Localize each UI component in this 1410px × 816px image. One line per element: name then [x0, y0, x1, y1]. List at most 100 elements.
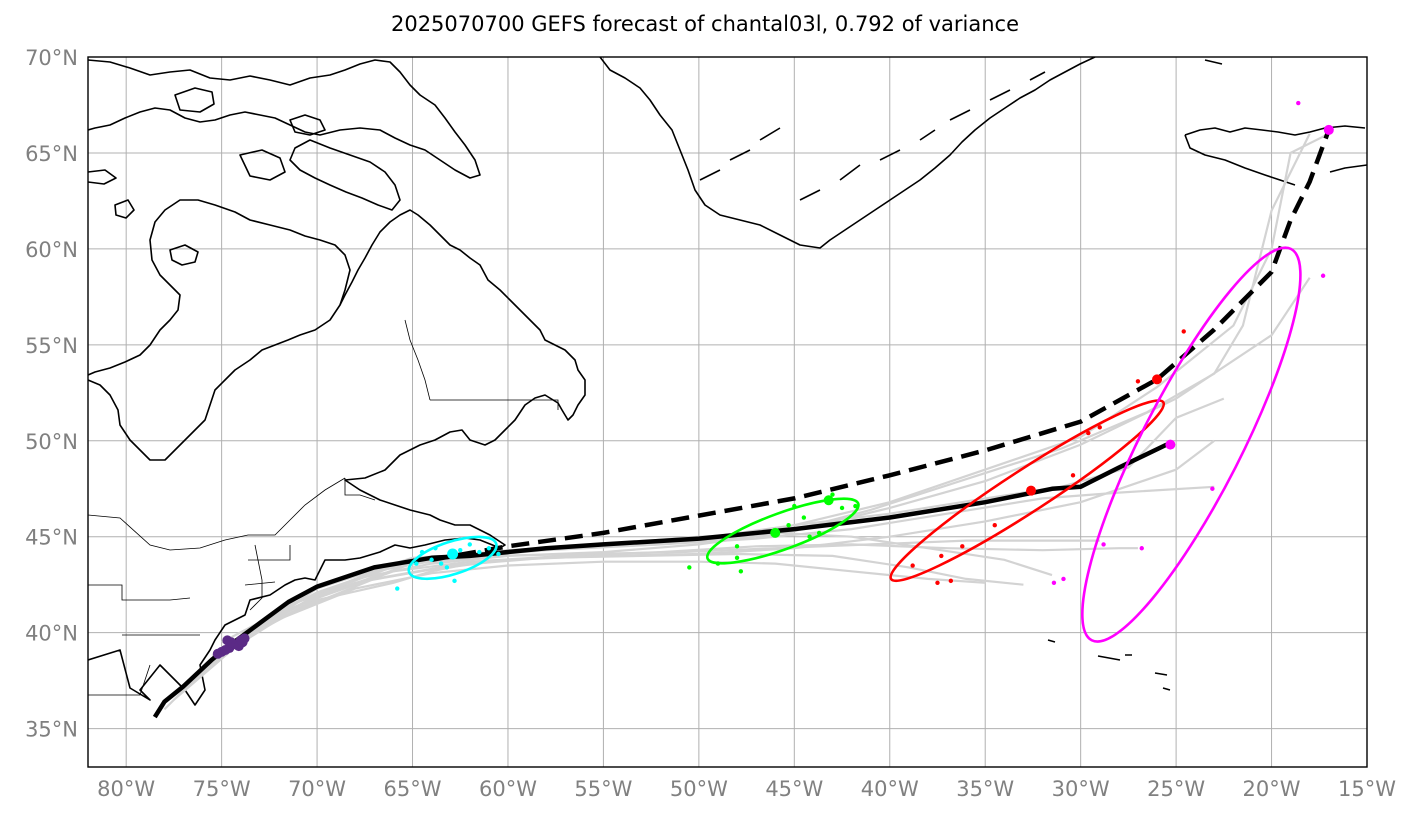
political-borders [88, 319, 559, 696]
greenland-fjords [699, 71, 1046, 201]
red-point-8 [960, 544, 965, 549]
southampton-island [169, 244, 199, 266]
red-point-7 [992, 523, 997, 528]
member-track-0 [163, 132, 1330, 711]
lon-tick-label-2: 70°W [288, 777, 346, 801]
member-track-6 [221, 543, 1138, 653]
lat-tick-label-1: 40°N [25, 622, 78, 646]
red-large-point-3 [1026, 485, 1037, 496]
mode-track-dashed [431, 129, 1331, 563]
purple-point-5 [220, 644, 231, 655]
lat-tick-label-3: 50°N [25, 430, 78, 454]
red-large-point-4 [1152, 374, 1163, 385]
member-positions [212, 100, 1334, 659]
us-canada-border [88, 477, 376, 551]
magenta-large-point-5 [1165, 439, 1176, 450]
lon-tick-label-1: 75°W [193, 777, 251, 801]
lon-tick-label-7: 45°W [765, 777, 823, 801]
red-point-5 [1070, 473, 1076, 478]
longitude-tick-labels: 80°W 75°W 70°W 65°W 60°W 55°W 50°W 45°W 40°W 35°W… [97, 777, 1396, 801]
green-point-9 [687, 565, 692, 570]
mode-track-solid [152, 442, 1168, 719]
member-track-10 [221, 397, 1225, 644]
lat-tick-label-7: 70°N [25, 46, 78, 70]
ensemble-member-tracks [163, 132, 1330, 711]
uncertainty-ellipses [407, 246, 1302, 643]
green-point-7 [715, 561, 721, 566]
azores-islands [1047, 639, 1171, 691]
magenta-point-8 [1051, 580, 1057, 585]
purple-point-6 [212, 648, 223, 659]
cyan-large-point-0 [447, 548, 459, 560]
iceland-coastline [1184, 125, 1366, 186]
island-5 [239, 149, 286, 181]
lon-tick-label-13: 15°W [1338, 777, 1396, 801]
baffin-island [289, 139, 401, 211]
map-title: 2025070700 GEFS forecast of chantal03l, … [390, 12, 1020, 36]
magenta-ellipse [1081, 246, 1302, 643]
green-point-13 [830, 492, 835, 497]
red-point-2 [1135, 379, 1141, 384]
lat-tick-label-2: 45°N [25, 526, 78, 550]
lon-tick-label-0: 80°W [97, 777, 155, 801]
red-point-12 [935, 580, 940, 585]
lat-tick-label-0: 35°N [25, 718, 78, 742]
red-point-4 [1086, 430, 1091, 436]
north-america-coastline [88, 209, 586, 706]
coastlines [88, 57, 1367, 706]
cyan-point-13 [433, 546, 438, 551]
cyan-point-7 [419, 549, 425, 555]
green-point-6 [734, 555, 740, 561]
cyan-ellipse [407, 535, 498, 581]
member-track-11 [230, 558, 490, 644]
purple-point-9 [222, 635, 233, 646]
state-borders [88, 544, 291, 696]
cyan-point-2 [438, 561, 444, 566]
cyan-point-10 [414, 561, 419, 566]
green-point-1 [792, 503, 797, 509]
lon-tick-label-3: 65°W [384, 777, 442, 801]
plot-frame [87, 56, 1368, 768]
cyan-point-6 [444, 565, 450, 570]
green-large-point-1 [770, 527, 781, 538]
magenta-point-1 [1296, 100, 1301, 106]
cyan-point-5 [467, 542, 472, 547]
member-track-7 [211, 552, 1024, 657]
green-point-3 [786, 523, 791, 528]
hudson-bay-shore [88, 199, 351, 461]
magenta-point-4 [1210, 486, 1215, 491]
island-3 [114, 199, 135, 219]
green-point-5 [734, 544, 740, 549]
island-4 [88, 169, 117, 185]
member-track-9 [221, 539, 1100, 649]
cyan-point-8 [452, 578, 457, 584]
lon-tick-label-6: 50°W [670, 777, 728, 801]
quebec-labrador-border [404, 319, 559, 410]
cyan-point-4 [477, 549, 482, 555]
red-point-9 [939, 553, 944, 559]
lat-tick-label-6: 65°N [25, 142, 78, 166]
red-point-11 [948, 578, 954, 584]
green-ellipse [705, 497, 860, 565]
europe-edge [1204, 59, 1367, 173]
green-large-point-2 [823, 495, 834, 506]
lon-tick-label-5: 55°W [574, 777, 632, 801]
member-track-8 [201, 560, 986, 669]
gridlines [88, 56, 1368, 767]
green-point-11 [816, 530, 822, 536]
red-ellipse [889, 399, 1166, 583]
mode-tracks [152, 129, 1331, 719]
lat-tick-label-4: 55°N [25, 334, 78, 358]
latitude-tick-labels: 35°N 40°N 45°N 50°N 55°N 60°N 65°N 70°N [25, 46, 78, 742]
red-point-3 [1097, 425, 1102, 430]
magenta-large-point-6 [1323, 124, 1334, 135]
cyan-point-1 [458, 547, 463, 553]
canadian-arctic-islands [88, 59, 481, 179]
island-1 [174, 87, 215, 113]
cyan-point-3 [429, 557, 434, 562]
green-point-10 [839, 505, 845, 511]
green-point-12 [853, 503, 858, 509]
magenta-point-5 [1101, 542, 1106, 547]
greenland-coastline [599, 57, 1096, 249]
